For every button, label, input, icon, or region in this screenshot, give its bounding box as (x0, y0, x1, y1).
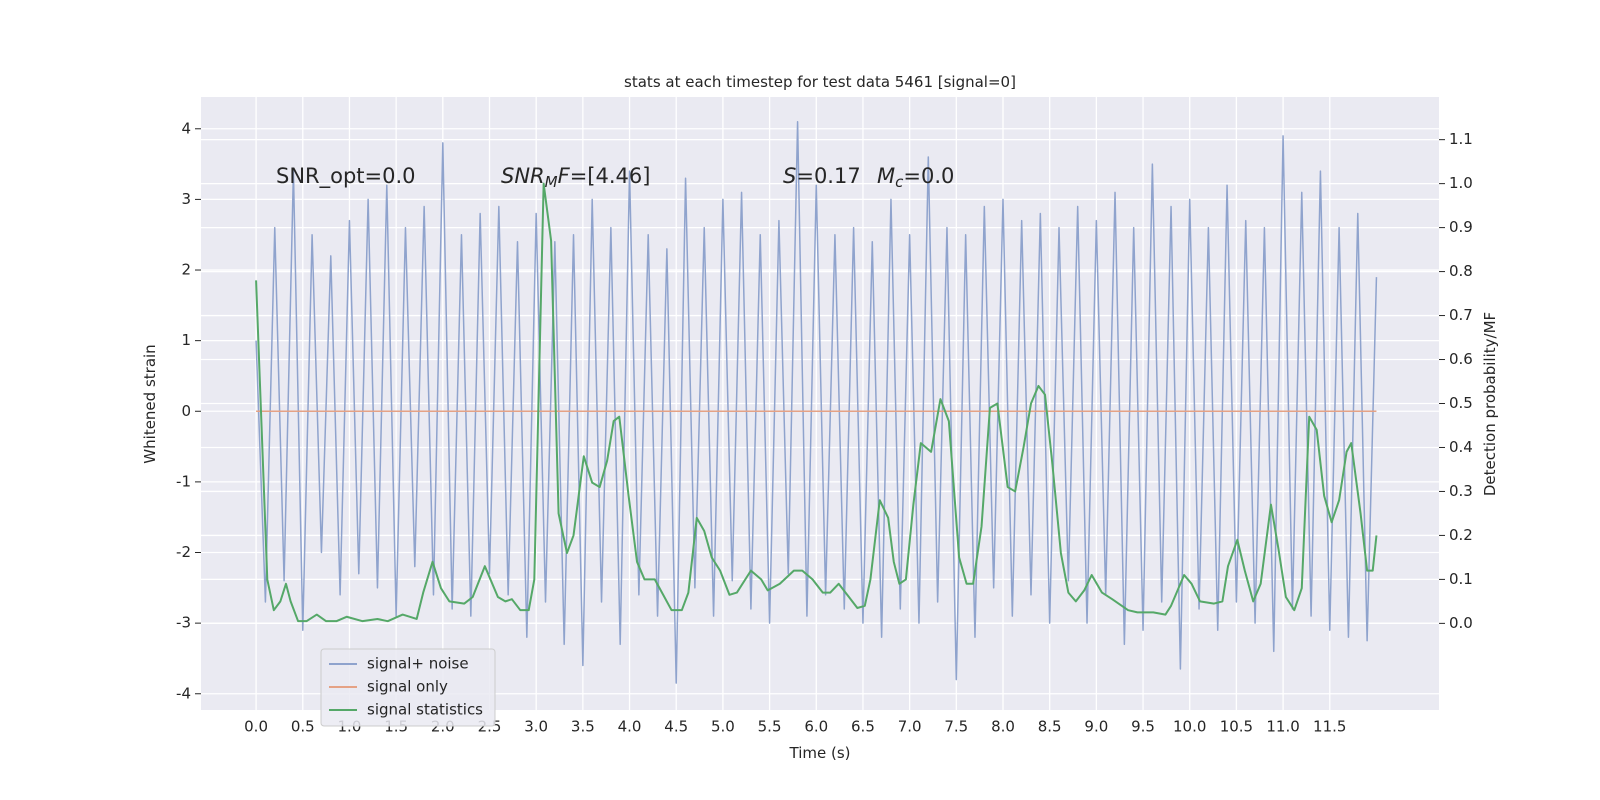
annotation-part: =0.0 (903, 164, 954, 188)
x-tick-label: 10.5 (1220, 718, 1253, 736)
annotation-part: SNR (501, 164, 545, 188)
y-tick-label: -2 (176, 543, 191, 561)
y2-axis-label: Detection probability/MF (1481, 312, 1499, 496)
annotation-part: F (558, 164, 571, 188)
annotation: SNR_opt=0.0 (276, 164, 416, 189)
y2-tick-label: 0.2 (1449, 526, 1473, 544)
y2-tick-label: 0.6 (1449, 350, 1473, 368)
y-tick-label: 3 (181, 190, 191, 208)
annotation-part: =0.17 (796, 164, 860, 188)
y2-tick-label: 0.4 (1449, 438, 1473, 456)
y2-tick-label: 0.0 (1449, 614, 1473, 632)
y2-tick-label: 0.9 (1449, 218, 1473, 236)
annotation-part: S (783, 164, 796, 188)
x-tick-label: 8.0 (991, 718, 1015, 736)
x-tick-label: 11.0 (1266, 718, 1299, 736)
y2-tick-label: 1.0 (1449, 174, 1473, 192)
x-tick-label: 8.5 (1038, 718, 1062, 736)
annotation-part: M (877, 164, 895, 188)
annotation: Mc=0.0 (877, 164, 954, 191)
y-tick-label: 1 (181, 331, 191, 349)
x-tick-label: 5.0 (711, 718, 735, 736)
annotation: SNRMF=[4.46] (501, 164, 650, 191)
y-tick-label: -3 (176, 614, 191, 632)
y2-tick-label: 0.5 (1449, 394, 1473, 412)
y2-tick-label: 0.3 (1449, 482, 1473, 500)
x-tick-label: 4.5 (664, 718, 688, 736)
annotation-part: SNR_opt=0.0 (276, 164, 416, 189)
x-tick-label: 0.5 (291, 718, 315, 736)
y-tick-label: 4 (181, 119, 191, 137)
x-tick-label: 11.5 (1313, 718, 1346, 736)
y-axis-label: Whitened strain (141, 344, 159, 463)
series-line (255, 182, 1378, 623)
y2-tick-label: 0.7 (1449, 306, 1473, 324)
x-tick-label: 5.5 (758, 718, 782, 736)
legend-label: signal statistics (367, 701, 483, 719)
series-line (255, 120, 1378, 684)
x-tick-label: 4.0 (618, 718, 642, 736)
y2-tick-label: 0.1 (1449, 570, 1473, 588)
legend-box (320, 648, 496, 727)
x-tick-label: 3.0 (524, 718, 548, 736)
x-tick-label: 7.5 (944, 718, 968, 736)
legend-label: signal only (367, 678, 448, 696)
legend-label: signal+ noise (367, 655, 469, 673)
x-axis-label: Time (s) (789, 744, 851, 762)
x-tick-label: 0.0 (244, 718, 268, 736)
x-tick-label: 6.5 (851, 718, 875, 736)
y-tick-label: 2 (181, 261, 191, 279)
annotation: S=0.17 (783, 164, 861, 188)
y-tick-label: 0 (181, 402, 191, 420)
x-tick-label: 6.0 (804, 718, 828, 736)
annotation-part: c (895, 173, 904, 191)
x-tick-label: 7.0 (898, 718, 922, 736)
x-tick-label: 9.0 (1084, 718, 1108, 736)
y-tick-label: -1 (176, 472, 191, 490)
plot-area (201, 97, 1439, 710)
x-tick-label: 3.5 (571, 718, 595, 736)
x-tick-label: 10.0 (1173, 718, 1206, 736)
y2-tick-label: 0.8 (1449, 262, 1473, 280)
chart-title: stats at each timestep for test data 546… (624, 73, 1016, 91)
legend: signal+ noise signal only signal statistic… (320, 648, 496, 727)
y-tick-label: -4 (176, 684, 191, 702)
x-tick-label: 9.5 (1131, 718, 1155, 736)
annotation-part: M (545, 173, 558, 191)
y2-tick-label: 1.1 (1449, 130, 1473, 148)
annotation-part: =[4.46] (570, 164, 651, 188)
